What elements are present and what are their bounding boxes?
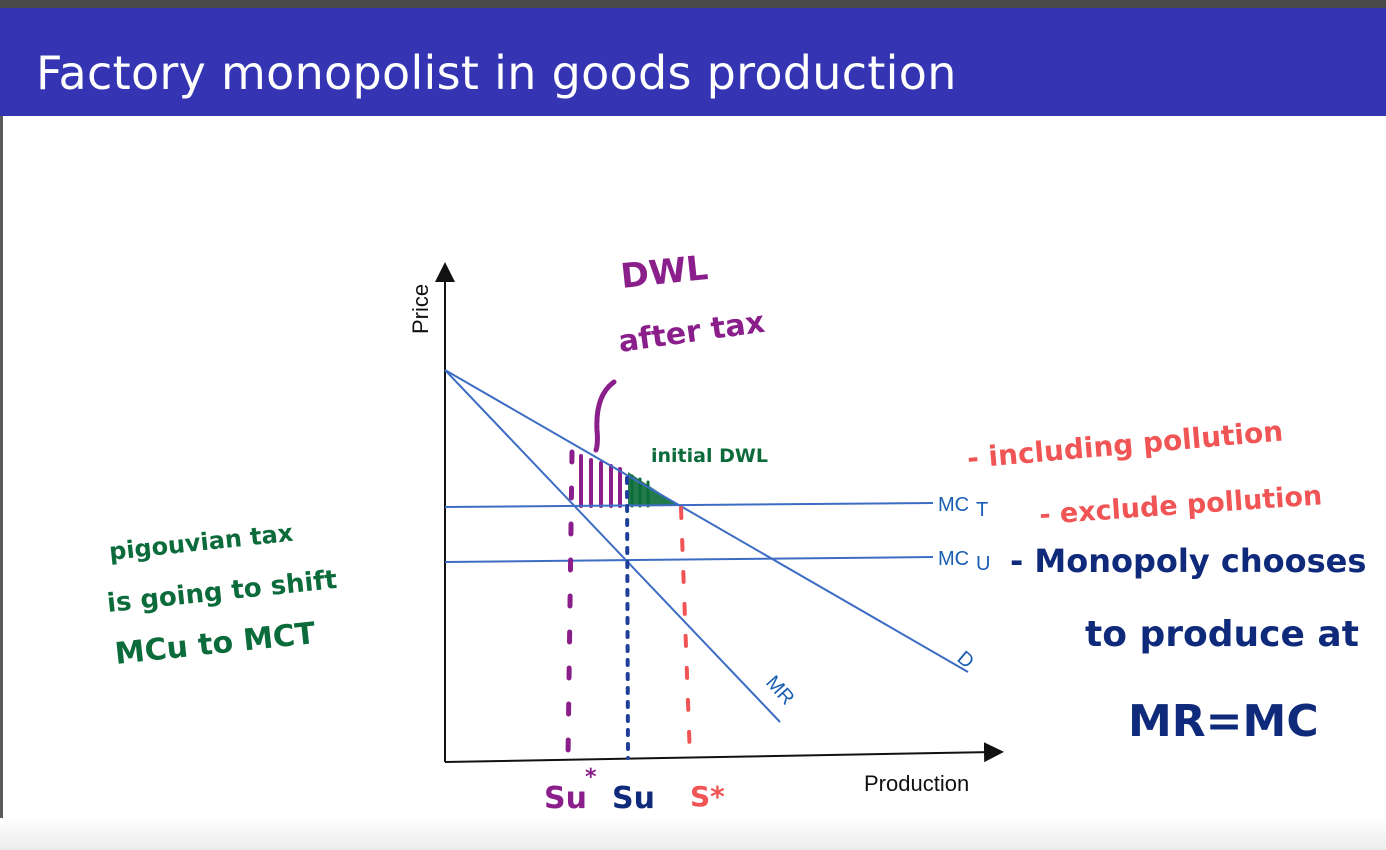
demand-label: D (953, 647, 978, 673)
su-mark: Su (612, 781, 655, 816)
y-axis-label: Price (408, 284, 433, 334)
su-dotted-line (625, 476, 630, 760)
x-axis (444, 742, 1004, 763)
s-star-dashed-line (679, 506, 692, 760)
slide-bottom-shadow (0, 818, 1386, 850)
dwl-after-tax-line2: after tax (616, 305, 767, 360)
mc-t-label: MC (938, 494, 969, 516)
monopoly-note-line1: - Monopoly chooses (1010, 542, 1366, 580)
slide-title: Factory monopolist in goods production (36, 46, 957, 100)
su-star-dashed-line (565, 449, 575, 761)
mc-u-subscript: U (976, 553, 990, 575)
mc-u-label: MC (938, 548, 969, 570)
mc-t-line (444, 502, 934, 508)
x-axis-label: Production (864, 771, 969, 796)
su-star-mark: Su (544, 781, 587, 816)
marginal-revenue-curve (444, 369, 781, 723)
monopoly-note-line2: to produce at (1085, 614, 1359, 655)
demand-curve (444, 369, 969, 673)
dwl-after-tax-hatching (579, 454, 622, 508)
including-pollution-note: - including pollution (966, 414, 1285, 475)
mc-u-line (444, 556, 934, 563)
monopoly-note-line3: MR=MC (1128, 696, 1319, 747)
dwl-pointer-stroke (593, 379, 617, 453)
s-star-mark: S* (690, 780, 725, 813)
pigouvian-note-line1: pigouvian tax (108, 519, 295, 566)
exclude-pollution-note: - exclude pollution (1038, 480, 1323, 531)
slide-title-bar: Factory monopolist in goods production (0, 8, 1386, 116)
su-star-superscript: * (585, 765, 597, 790)
mr-label: MR (761, 672, 798, 710)
window-top-strip (0, 0, 1386, 8)
pigouvian-note-line2: is going to shift (106, 565, 339, 619)
slide-left-border (0, 116, 3, 850)
initial-dwl-label: initial DWL (651, 445, 768, 467)
dwl-after-tax-line1: DWL (619, 248, 710, 297)
pigouvian-note-line3: MCu to MCT (113, 616, 317, 672)
mc-t-subscript: T (976, 499, 988, 521)
